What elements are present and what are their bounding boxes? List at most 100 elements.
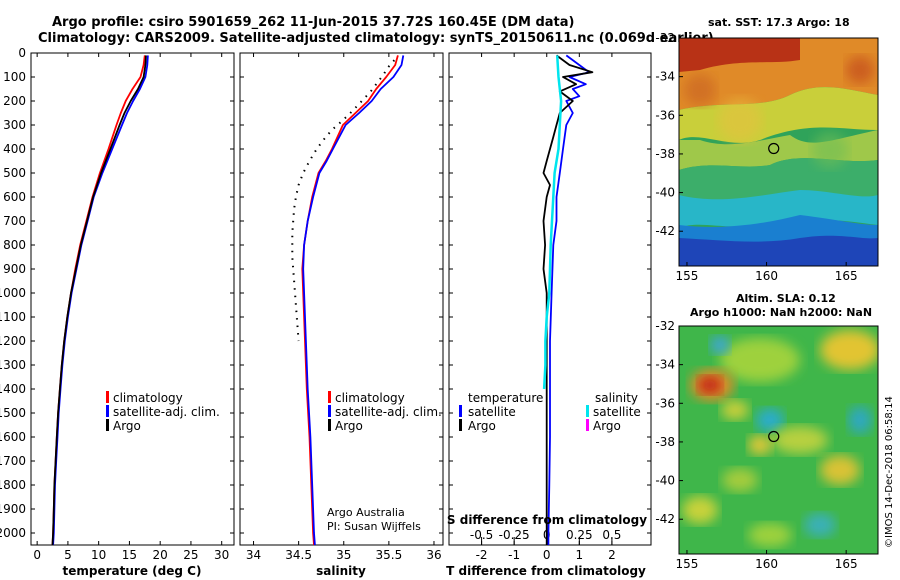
legend-salinity-heading: salinity bbox=[595, 391, 638, 405]
depth-tick-label: 1300 bbox=[0, 358, 26, 372]
sst-lat-label: -32 bbox=[655, 31, 675, 45]
temperature-satellite-adj-clim-line bbox=[52, 55, 149, 546]
depth-tick-label: 1200 bbox=[0, 334, 26, 348]
temperature-panel-frame bbox=[30, 52, 235, 546]
sla-lat-label: -38 bbox=[655, 435, 675, 449]
salinity-satellite-adj-clim-line bbox=[302, 55, 405, 546]
difference-xlabel: T difference from climatology bbox=[446, 564, 646, 578]
sst-pixel-noise bbox=[718, 98, 762, 142]
difference-x-tick-label: -1 bbox=[508, 548, 520, 562]
salinity-argo-line bbox=[291, 59, 396, 342]
sst-lat-label: -36 bbox=[655, 108, 675, 122]
sla-lat-label: -42 bbox=[655, 512, 675, 526]
difference-legend: temperature satellite Argo salinity sate… bbox=[459, 391, 641, 433]
legend-s-satellite-swatch bbox=[586, 405, 589, 417]
credit-line2: PI: Susan Wijffels bbox=[327, 520, 421, 533]
temperature-x-tick-label: 10 bbox=[91, 548, 106, 562]
legend-satellite-label: satellite-adj. clim. bbox=[335, 405, 442, 419]
sst-map-title: sat. SST: 17.3 Argo: 18 bbox=[708, 16, 850, 29]
legend-temperature-heading: temperature bbox=[468, 391, 543, 405]
sst-map-frame bbox=[678, 37, 879, 267]
salinity-difference-tick-label: -0.25 bbox=[499, 528, 530, 542]
legend-argo-swatch bbox=[106, 419, 109, 431]
legend-climatology-label: climatology bbox=[113, 391, 183, 405]
salinity-x-tick-label: 36 bbox=[426, 548, 441, 562]
legend-satellite-swatch bbox=[328, 405, 331, 417]
temperature-x-tick-label: 20 bbox=[153, 548, 168, 562]
sst-lat-label: -40 bbox=[655, 186, 675, 200]
sla-map-title-line2: Argo h1000: NaN h2000: NaN bbox=[690, 306, 872, 319]
legend-t-satellite-swatch bbox=[459, 405, 462, 417]
sst-map bbox=[679, 38, 878, 266]
depth-tick-label: 400 bbox=[3, 142, 26, 156]
salinity-climatology-line bbox=[301, 55, 399, 546]
salinity-series bbox=[291, 55, 405, 546]
difference-satellite-temperature-line bbox=[547, 54, 590, 545]
temperature-x-tick-label: 0 bbox=[33, 548, 41, 562]
figure-title-line1: Argo profile: csiro 5901659_262 11-Jun-2… bbox=[52, 15, 574, 30]
salinity-x-tick-label: 35.5 bbox=[376, 548, 403, 562]
salinity-difference-tick-label: -0.5 bbox=[470, 528, 493, 542]
sla-lat-label: -40 bbox=[655, 474, 675, 488]
legend-t-argo-swatch bbox=[459, 419, 462, 431]
legend-t-argo-label: Argo bbox=[468, 419, 496, 433]
difference-argo-temperature-line bbox=[542, 54, 594, 545]
temperature-series bbox=[51, 55, 149, 546]
salinity-x-tick-label: 34 bbox=[246, 548, 261, 562]
depth-tick-label: 200 bbox=[3, 94, 26, 108]
difference-x-tick-label: 1 bbox=[576, 548, 584, 562]
depth-tick-label: 1000 bbox=[0, 286, 26, 300]
credit-line1: Argo Australia bbox=[327, 506, 405, 519]
salinity-x-tick-label: 34.5 bbox=[285, 548, 312, 562]
depth-tick-label: 600 bbox=[3, 190, 26, 204]
legend-climatology-swatch bbox=[106, 391, 109, 403]
depth-tick-label: 1400 bbox=[0, 382, 26, 396]
depth-tick-label: 2000 bbox=[0, 526, 26, 540]
legend-s-satellite-label: satellite bbox=[593, 405, 641, 419]
legend-t-satellite-label: satellite bbox=[468, 405, 516, 419]
temperature-argo-line bbox=[51, 55, 147, 546]
salinity-x-tick-label: 35 bbox=[336, 548, 351, 562]
legend-s-argo-label: Argo bbox=[593, 419, 621, 433]
sla-map-title-line1: Altim. SLA: 0.12 bbox=[736, 292, 836, 305]
sla-lon-label: 165 bbox=[835, 557, 858, 571]
difference-x-tick-label: -2 bbox=[476, 548, 488, 562]
sla-lat-label: -36 bbox=[655, 396, 675, 410]
watermark: ©IMOS 14-Dec-2018 06:58:14 bbox=[884, 396, 895, 548]
legend-climatology-label: climatology bbox=[335, 391, 405, 405]
sla-lat-label: -32 bbox=[655, 319, 675, 333]
sst-map-axes: 155 160 165 -32 -34 -36 -38 -40 -42 bbox=[655, 31, 857, 283]
temperature-legend: climatology satellite-adj. clim. Argo bbox=[106, 391, 220, 433]
legend-satellite-label: satellite-adj. clim. bbox=[113, 405, 220, 419]
depth-tick-label: 900 bbox=[3, 262, 26, 276]
depth-tick-label: 0 bbox=[18, 46, 26, 60]
difference-top-xlabel: S difference from climatology bbox=[447, 513, 647, 527]
salinity-xlabel: salinity bbox=[316, 564, 366, 578]
sla-map bbox=[679, 326, 878, 554]
sla-map-axes: 155 160 165 -32 -34 -36 -38 -40 -42 bbox=[655, 319, 857, 571]
salinity-panel-frame bbox=[239, 52, 444, 546]
sst-lat-label: -42 bbox=[655, 224, 675, 238]
sst-lat-label: -38 bbox=[655, 147, 675, 161]
temperature-x-tick-label: 5 bbox=[64, 548, 72, 562]
depth-tick-label: 700 bbox=[3, 214, 26, 228]
salinity-legend: climatology satellite-adj. clim. Argo bbox=[328, 391, 442, 433]
depth-axis: 0 100 200 300 400 500 600 700 800 900 1000 1100 1200… bbox=[0, 46, 651, 540]
temperature-x-tick-label: 15 bbox=[122, 548, 137, 562]
difference-satellite-salinity-line bbox=[542, 55, 563, 390]
difference-panel-frame bbox=[448, 52, 652, 546]
depth-tick-label: 300 bbox=[3, 118, 26, 132]
sla-map-frame bbox=[678, 325, 879, 555]
legend-satellite-swatch bbox=[106, 405, 109, 417]
sst-float-marker bbox=[768, 142, 780, 155]
sst-lon-label: 155 bbox=[676, 269, 699, 283]
depth-tick-label: 1800 bbox=[0, 478, 26, 492]
sst-lon-label: 160 bbox=[755, 269, 778, 283]
depth-tick-label: 1900 bbox=[0, 502, 26, 516]
salinity-difference-tick-label: 0.25 bbox=[566, 528, 593, 542]
sla-lat-label: -34 bbox=[655, 358, 675, 372]
temperature-climatology-line bbox=[51, 55, 146, 546]
figure-title-line2: Climatology: CARS2009. Satellite-adjuste… bbox=[38, 31, 714, 46]
difference-series bbox=[542, 54, 594, 545]
